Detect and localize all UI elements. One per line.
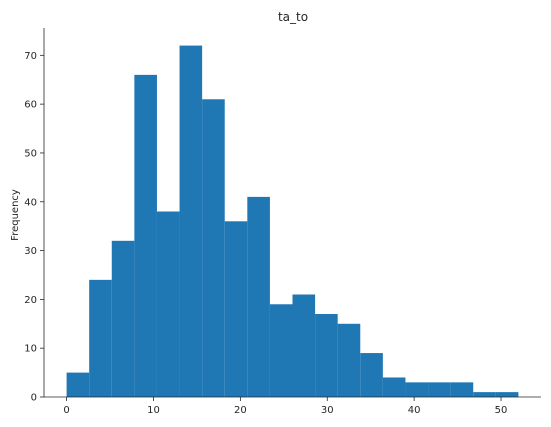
histogram-bar (89, 279, 112, 397)
histogram-bar (156, 211, 180, 397)
y-tick-label: 60 (24, 100, 37, 111)
histogram-bar (450, 382, 474, 397)
y-axis-ticks: 0 10 20 30 40 50 60 70 (24, 51, 44, 404)
histogram-bar (292, 294, 316, 397)
x-tick-label: 0 (63, 405, 69, 416)
y-tick-label: 20 (24, 295, 37, 306)
histogram-bar (382, 377, 406, 397)
x-tick-label: 20 (234, 405, 247, 416)
x-tick-label: 30 (321, 405, 334, 416)
y-axis-label: Frequency (10, 189, 21, 241)
y-tick-label: 40 (24, 197, 37, 208)
histogram-bar (202, 99, 225, 397)
histogram-bar (337, 323, 361, 397)
axes-group (43, 28, 541, 398)
y-tick-label: 0 (31, 393, 37, 404)
histogram-bar (405, 382, 429, 397)
histogram-bar (111, 240, 135, 397)
histogram-bar (179, 45, 203, 397)
histogram-bar (473, 392, 496, 397)
histogram-bar (360, 353, 383, 397)
x-tick-label: 40 (408, 405, 421, 416)
histogram-bar (247, 196, 270, 397)
chart-title: ta_to (278, 10, 308, 24)
y-tick-label: 70 (24, 51, 37, 62)
bars-group (66, 45, 519, 398)
y-tick-label: 30 (24, 246, 37, 257)
histogram-bar (66, 372, 90, 397)
histogram-bar (315, 314, 338, 397)
histogram-bar (428, 382, 451, 397)
histogram-bar (134, 74, 157, 398)
histogram-bar (495, 392, 519, 397)
histogram-bar (269, 304, 293, 397)
y-tick-label: 10 (24, 344, 37, 355)
x-axis-ticks: 0 10 20 30 40 50 (63, 397, 507, 416)
histogram-bar (224, 221, 248, 397)
y-tick-label: 50 (24, 148, 37, 159)
x-tick-label: 50 (495, 405, 508, 416)
x-tick-label: 10 (147, 405, 160, 416)
